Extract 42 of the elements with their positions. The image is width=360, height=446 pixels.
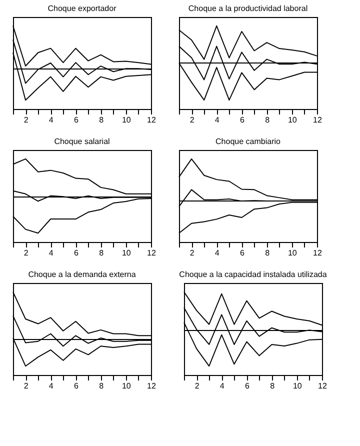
x-tick-label: 2 (24, 382, 29, 390)
x-tick-label: 10 (122, 248, 132, 258)
x-tick-label: 6 (240, 116, 245, 124)
x-tick-label: 4 (48, 116, 54, 124)
x-tick-label: 12 (147, 382, 156, 390)
x-tick-label: 12 (318, 382, 328, 390)
x-tick-label: 2 (190, 248, 195, 258)
x-tick-label: 4 (220, 382, 225, 390)
x-tick-label: 10 (288, 116, 298, 124)
x-tick-label: 12 (147, 248, 156, 258)
x-tick-label: 6 (245, 382, 250, 390)
x-tick-label: 2 (190, 116, 195, 124)
x-tick-label: 8 (99, 116, 104, 124)
x-tick-label: 10 (292, 382, 302, 390)
x-tick-label: 8 (265, 116, 270, 124)
x-tick-label: 6 (74, 382, 79, 390)
x-tick-label: 4 (48, 382, 54, 390)
x-tick-label: 12 (147, 116, 156, 124)
chart-title: Choque salarial (54, 137, 110, 146)
x-tick-label: 12 (313, 116, 322, 124)
x-tick-label: 6 (74, 116, 79, 124)
x-tick-label: 8 (270, 382, 276, 390)
x-tick-label: 4 (214, 248, 220, 258)
chart-title: Choque cambiario (216, 137, 282, 146)
x-tick-label: 2 (194, 382, 200, 390)
x-tick-label: 8 (265, 248, 270, 258)
x-tick-label: 8 (99, 248, 104, 258)
x-tick-label: 4 (48, 248, 54, 258)
x-tick-label: 2 (24, 248, 29, 258)
x-tick-label: 6 (240, 248, 245, 258)
x-tick-label: 12 (313, 248, 322, 258)
x-tick-label: 10 (122, 116, 132, 124)
chart-title: Choque a la capacidad instalada utilizada (179, 270, 328, 279)
chart-title: Choque exportador (48, 4, 117, 13)
x-tick-label: 8 (99, 382, 104, 390)
x-tick-label: 10 (122, 382, 132, 390)
x-tick-label: 6 (74, 248, 79, 258)
chart-title: Choque a la demanda externa (28, 270, 136, 279)
x-tick-label: 4 (214, 116, 220, 124)
chart-title: Choque a la productividad laboral (188, 4, 308, 13)
x-tick-label: 2 (24, 116, 29, 124)
x-tick-label: 10 (288, 248, 298, 258)
